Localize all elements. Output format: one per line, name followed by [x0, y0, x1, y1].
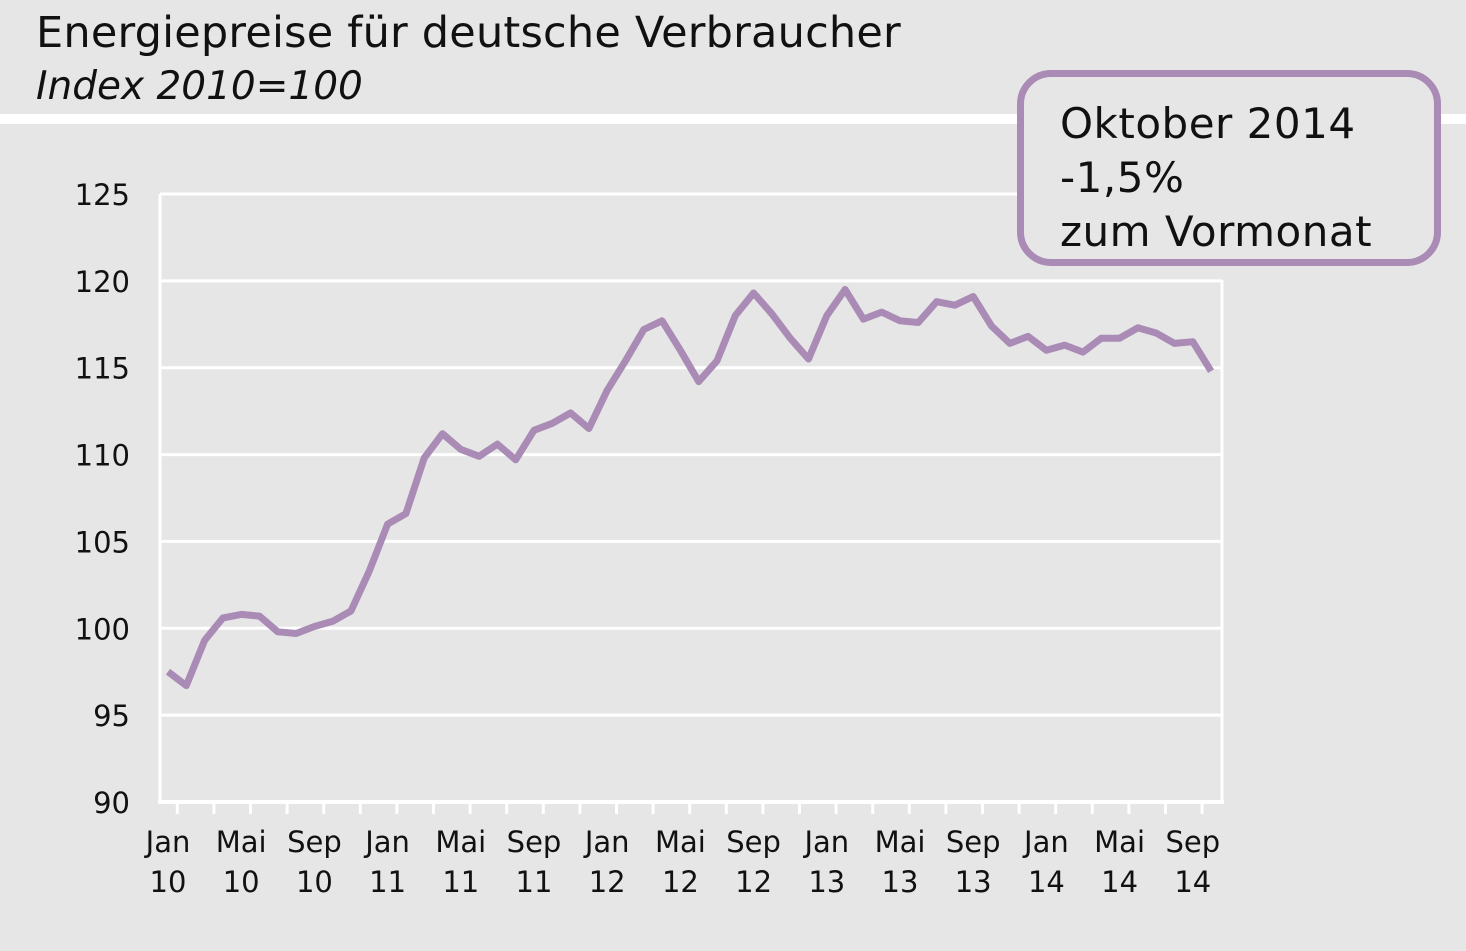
y-tick-label: 120 [75, 265, 130, 299]
x-tick-label-year: 11 [369, 865, 406, 899]
x-tick-label-month: Mai [435, 825, 486, 859]
axes [158, 194, 1224, 804]
header-divider [0, 114, 1466, 124]
chart-subtitle: Index 2010=100 [36, 64, 363, 109]
x-tick-label-month: Sep [726, 825, 781, 859]
x-tick-label-month: Sep [507, 825, 562, 859]
x-tick-label-year: 14 [1174, 865, 1211, 899]
x-tick-label-year: 13 [808, 865, 845, 899]
x-tick-label-year: 12 [735, 865, 772, 899]
chart-title: Energiepreise für deutsche Verbraucher [36, 8, 901, 58]
callout-month: Oktober 2014 [1060, 99, 1356, 148]
x-tick-label-year: 14 [1101, 865, 1138, 899]
x-tick-label-year: 10 [296, 865, 333, 899]
y-tick-label: 105 [75, 525, 130, 559]
x-tick-label-month: Jan [802, 825, 849, 859]
series-line [165, 286, 1215, 690]
callout-change: -1,5% [1060, 153, 1185, 202]
x-tick-label-month: Sep [287, 825, 342, 859]
x-tick-label-month: Mai [875, 825, 926, 859]
x-tick-label-year: 14 [1028, 865, 1065, 899]
x-tick-label-month: Jan [363, 825, 410, 859]
x-tick-label-month: Sep [946, 825, 1001, 859]
callout-note: zum Vormonat [1060, 207, 1373, 256]
y-tick-label: 100 [75, 612, 130, 646]
x-tick-label-year: 10 [150, 865, 187, 899]
x-tick-label-year: 12 [662, 865, 699, 899]
x-tick-label-year: 11 [516, 865, 553, 899]
series-group [165, 286, 1215, 690]
x-tick-label-month: Jan [144, 825, 191, 859]
y-tick-label: 115 [75, 352, 130, 386]
x-tick-label-month: Sep [1165, 825, 1220, 859]
y-tick-label: 110 [75, 439, 130, 473]
y-tick-label: 90 [93, 786, 130, 820]
grid-lines [160, 192, 1222, 717]
x-tick-label-month: Mai [1094, 825, 1145, 859]
x-tick-label-month: Jan [583, 825, 630, 859]
x-tick-label-year: 13 [955, 865, 992, 899]
x-tick-label-year: 10 [223, 865, 260, 899]
x-tick-label-year: 11 [442, 865, 479, 899]
x-tick-label-month: Mai [655, 825, 706, 859]
x-tick-label-month: Mai [216, 825, 267, 859]
y-tick-label: 125 [75, 178, 130, 212]
x-tick-label-year: 13 [882, 865, 919, 899]
x-axis-ticks: Jan 10 Mai 10 Sep 10 Jan 11 Mai 11 Sep 11 Jan 12 Mai 12… [144, 802, 1220, 899]
x-tick-label-year: 12 [589, 865, 626, 899]
callout-box: Oktober 2014 -1,5% zum Vormonat [1017, 70, 1441, 266]
y-tick-label: 95 [93, 699, 130, 733]
x-tick-label-month: Jan [1022, 825, 1069, 859]
y-axis-ticks: 125 120 115 110 105 100 95 90 [75, 178, 130, 820]
